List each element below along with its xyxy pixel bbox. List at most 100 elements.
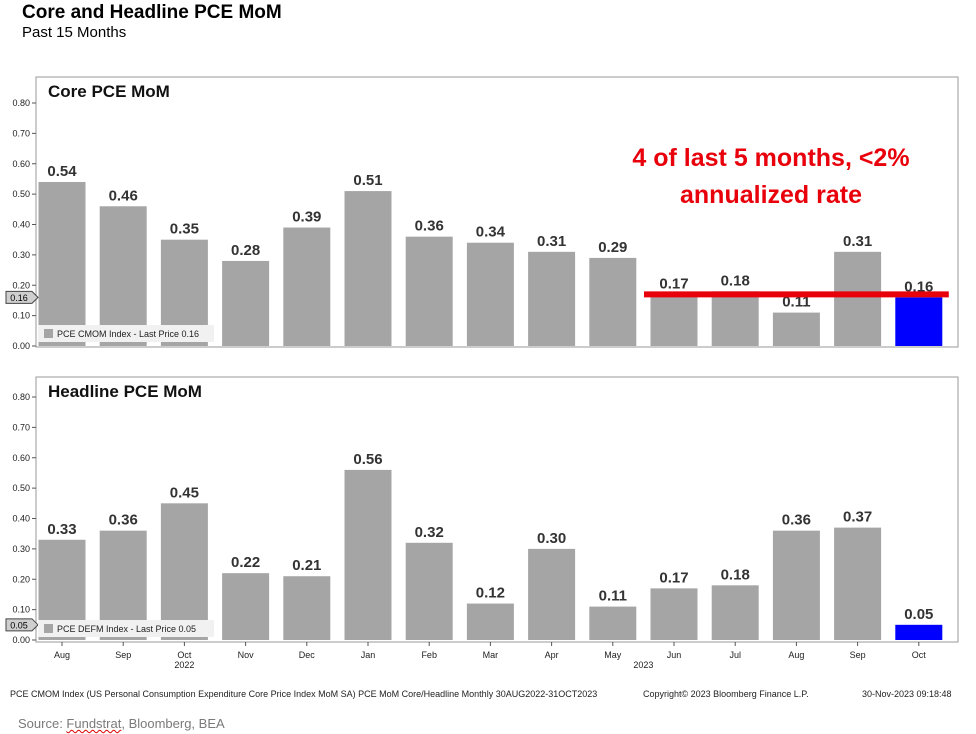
headline-panel-title: Headline PCE MoM	[48, 382, 202, 401]
headline-data-label: 0.37	[843, 509, 872, 526]
core-data-label: 0.31	[843, 233, 872, 250]
core-data-label: 0.46	[109, 187, 138, 204]
headline-ytick-label: 0.60	[12, 453, 30, 463]
chart-subtitle: Past 15 Months	[22, 24, 127, 41]
core-data-label: 0.29	[598, 239, 627, 256]
headline-data-label: 0.33	[47, 521, 76, 538]
x-tick-label: Nov	[238, 650, 255, 660]
core-ytick-label: 0.70	[12, 128, 30, 138]
headline-ytick-label: 0.20	[12, 574, 30, 584]
x-tick-label: Apr	[545, 650, 559, 660]
core-data-label: 0.18	[721, 272, 750, 289]
headline-ytick-label: 0.00	[12, 635, 30, 645]
core-data-label: 0.51	[353, 172, 382, 189]
source-prefix: Source:	[18, 716, 67, 731]
core-bar	[466, 242, 514, 346]
core-data-label: 0.28	[231, 242, 260, 259]
core-last-price-tag	[5, 290, 39, 304]
core-bar	[344, 191, 392, 346]
headline-data-label: 0.12	[476, 585, 505, 602]
core-bar	[283, 227, 331, 346]
source-rest: , Bloomberg, BEA	[121, 716, 225, 731]
headline-ytick-label: 0.10	[12, 605, 30, 615]
headline-data-label: 0.21	[292, 557, 321, 574]
x-tick-label: Aug	[54, 650, 70, 660]
core-data-label: 0.16	[904, 278, 933, 295]
x-tick-label: Sep	[850, 650, 866, 660]
core-bar	[38, 181, 86, 346]
core-bar	[650, 294, 698, 346]
core-ytick-label: 0.10	[12, 311, 30, 321]
core-data-label: 0.35	[170, 221, 199, 238]
x-tick-label: Mar	[483, 650, 499, 660]
headline-data-label: 0.45	[170, 484, 199, 501]
headline-data-label: 0.36	[109, 512, 138, 529]
core-data-label: 0.36	[415, 218, 444, 235]
headline-data-label: 0.11	[599, 588, 627, 605]
source-note: Source: Fundstrat, Bloomberg, BEA	[18, 716, 225, 731]
core-bar	[528, 251, 576, 346]
x-tick-label: Jun	[667, 650, 682, 660]
core-data-label: 0.17	[659, 275, 688, 292]
headline-bar	[405, 542, 453, 640]
core-data-label: 0.11	[782, 294, 810, 311]
core-plot-frame	[35, 76, 959, 348]
core-data-label: 0.31	[537, 233, 566, 250]
x-tick-label: Jul	[729, 650, 741, 660]
x-tick-label: May	[604, 650, 622, 660]
x-tick-label: Oct	[177, 650, 192, 660]
headline-data-label: 0.32	[415, 524, 444, 541]
core-ytick-label: 0.00	[12, 341, 30, 351]
headline-last-price-tag-label: 0.05	[10, 620, 28, 630]
core-legend-box	[38, 325, 214, 342]
core-data-label: 0.34	[476, 224, 506, 241]
headline-bar	[160, 503, 208, 640]
headline-data-label: 0.56	[353, 451, 382, 468]
footer-description: PCE CMOM Index (US Personal Consumption …	[10, 689, 598, 699]
headline-data-label: 0.18	[721, 566, 750, 583]
headline-last-price-tag	[5, 618, 39, 632]
core-data-label: 0.54	[47, 163, 77, 180]
footer-timestamp: 30-Nov-2023 09:18:48	[862, 689, 952, 699]
core-ytick-label: 0.60	[12, 159, 30, 169]
x-tick-label: Jan	[361, 650, 376, 660]
headline-bar	[528, 548, 576, 640]
headline-legend-swatch	[44, 624, 53, 633]
headline-bar	[834, 527, 882, 640]
headline-ytick-label: 0.30	[12, 544, 30, 554]
headline-ytick-label: 0.80	[12, 392, 30, 402]
x-tick-label: Dec	[299, 650, 316, 660]
core-ytick-label: 0.50	[12, 189, 30, 199]
x-tick-label: Oct	[912, 650, 927, 660]
headline-bar	[466, 603, 514, 640]
headline-bar	[589, 606, 637, 640]
x-tick-label: Sep	[115, 650, 131, 660]
core-bar	[772, 312, 820, 346]
core-bar	[222, 260, 270, 346]
headline-bar	[772, 530, 820, 640]
headline-data-label: 0.36	[782, 512, 811, 529]
core-bar	[711, 291, 759, 346]
headline-bar	[283, 576, 331, 640]
core-bar	[895, 297, 943, 346]
x-tick-label: Feb	[421, 650, 437, 660]
source-fundstrat: Fundstrat	[66, 716, 122, 731]
core-ytick-label: 0.40	[12, 220, 30, 230]
annotation-line-2: annualized rate	[680, 181, 862, 209]
core-bar	[589, 257, 637, 346]
headline-ytick-label: 0.70	[12, 422, 30, 432]
headline-bar	[222, 573, 270, 640]
headline-bar	[650, 588, 698, 640]
core-ytick-label: 0.20	[12, 280, 30, 290]
chart-main-title: Core and Headline PCE MoM	[22, 2, 282, 23]
footer-copyright: Copyright© 2023 Bloomberg Finance L.P.	[643, 689, 809, 699]
x-year-label: 2022	[174, 660, 194, 670]
core-bar	[405, 236, 453, 346]
headline-ytick-label: 0.40	[12, 514, 30, 524]
headline-bar	[711, 585, 759, 640]
core-ytick-label: 0.30	[12, 250, 30, 260]
core-legend-label: PCE CMOM Index - Last Price 0.16	[57, 329, 199, 339]
headline-plot-frame	[35, 376, 959, 643]
x-tick-label: Aug	[788, 650, 804, 660]
headline-data-label: 0.05	[904, 606, 933, 623]
